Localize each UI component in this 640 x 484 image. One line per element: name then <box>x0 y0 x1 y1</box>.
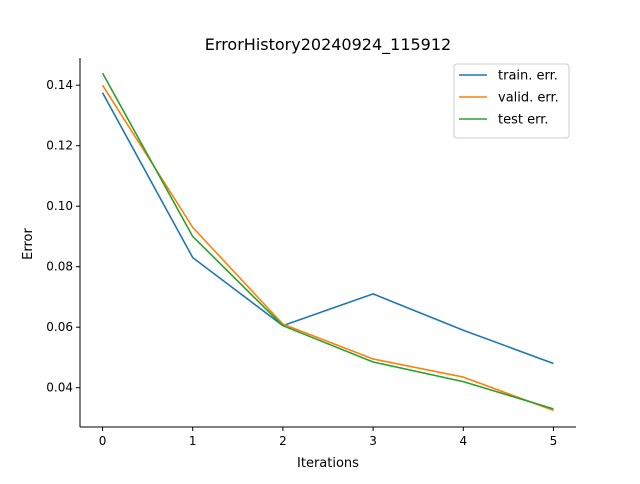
y-tick-label: 0.14 <box>46 78 73 92</box>
y-tick-label: 0.10 <box>46 199 73 213</box>
x-tick-label: 2 <box>279 434 287 448</box>
series-line-test-err <box>101 72 554 410</box>
chart-title: ErrorHistory20240924_115912 <box>205 35 451 55</box>
y-tick-label: 0.04 <box>46 381 73 395</box>
x-axis-label: Iterations <box>297 456 359 471</box>
axes: 0 1 2 3 4 5 0.04 0.06 0.08 0.10 0.12 0.14 <box>46 58 576 448</box>
legend-label: test err. <box>498 113 549 128</box>
x-tick-label: 4 <box>459 434 467 448</box>
y-axis-label: Error <box>21 228 36 260</box>
x-tick-label: 0 <box>99 434 107 448</box>
legend-label: valid. err. <box>498 91 559 106</box>
series-lines <box>101 72 554 412</box>
legend-label: train. err. <box>498 69 558 84</box>
x-tick-label: 1 <box>189 434 197 448</box>
y-tick-label: 0.06 <box>46 320 73 334</box>
x-tick-label: 5 <box>550 434 558 448</box>
y-tick-label: 0.08 <box>46 260 73 274</box>
series-line-valid-err <box>101 84 554 412</box>
legend: train. err. valid. err. test err. <box>453 63 570 139</box>
series-line-train-err <box>101 92 554 365</box>
y-tick-label: 0.12 <box>46 139 73 153</box>
x-tick-label: 3 <box>369 434 377 448</box>
